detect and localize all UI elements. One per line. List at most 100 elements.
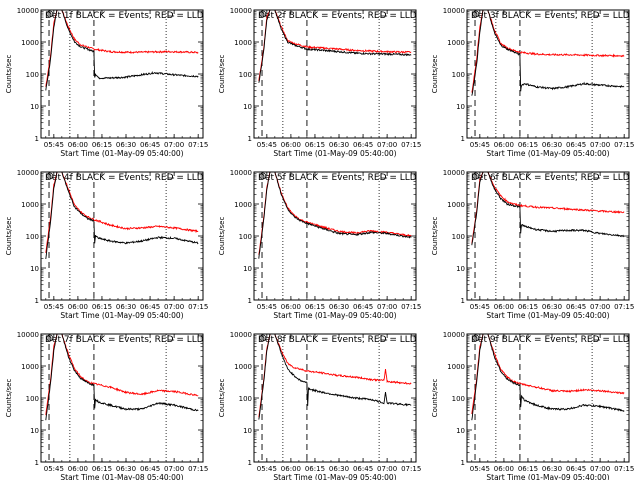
chart-panel-2: Det 2f BLACK = Events, RED = LLD 1 10 100 10… (218, 7, 421, 158)
y-tick-label: 10 (243, 427, 252, 435)
y-tick-label: 10000 (443, 7, 465, 15)
x-tick-label: 05:45 (44, 303, 64, 311)
x-tick-label: 07:15 (401, 141, 421, 149)
x-tick-label: 06:45 (140, 303, 160, 311)
y-tick-label: 10000 (17, 331, 39, 339)
plot-frame (40, 9, 204, 139)
x-tick-label: 06:00 (281, 303, 301, 311)
y-axis-label: Counts/sec (5, 379, 13, 418)
y-tick-label: 1 (248, 135, 252, 143)
x-tick-label: 07:00 (164, 141, 184, 149)
x-tick-label: 07:15 (614, 465, 634, 473)
y-tick-label: 10000 (443, 169, 465, 177)
chart-title: Det 4f BLACK = Events, RED = LLD (45, 173, 204, 183)
x-tick-label: 06:45 (353, 465, 373, 473)
series-line-lld (471, 9, 625, 93)
series-line-events (471, 171, 625, 246)
bracket-marker (167, 335, 175, 341)
x-tick-label: 06:00 (281, 141, 301, 149)
start-circle-marker (259, 334, 267, 342)
y-tick-label: 10 (30, 427, 39, 435)
bracket-marker (167, 173, 175, 179)
bracket-marker (380, 335, 388, 341)
y-tick-label: 1000 (21, 363, 39, 371)
y-tick-label: 100 (26, 233, 39, 241)
x-tick-label: 07:00 (377, 303, 397, 311)
chart-panel-6: Det 6f BLACK = Events, RED = LLD 1 10 100 10… (431, 169, 634, 320)
chart-panel-9: Det 9f BLACK = Events, RED = LLD 1 10 100 10… (431, 331, 634, 480)
x-tick-label: 05:45 (44, 141, 64, 149)
x-tick-label: 06:30 (329, 141, 349, 149)
y-tick-label: 10000 (17, 169, 39, 177)
start-circle-marker (259, 172, 267, 180)
y-tick-label: 10 (456, 265, 465, 273)
y-tick-label: 100 (452, 395, 465, 403)
x-tick-label: 06:15 (305, 465, 325, 473)
bracket-marker (593, 173, 601, 179)
x-tick-label: 06:45 (566, 465, 586, 473)
x-tick-label: 05:45 (470, 465, 490, 473)
x-axis-label: Start Time (01-May-09 05:40:00) (273, 473, 396, 480)
x-axis-label: Start Time (01-May-09 05:40:00) (273, 149, 396, 158)
y-tick-label: 10 (456, 103, 465, 111)
y-tick-label: 10000 (230, 331, 252, 339)
chart-title: Det 1f BLACK = Events, RED = LLD (45, 11, 204, 21)
plot-frame (253, 171, 417, 301)
chart-panel-5: Det 5f BLACK = Events, RED = LLD 1 10 100 10… (218, 169, 421, 320)
x-tick-label: 06:00 (494, 303, 514, 311)
x-tick-label: 06:30 (329, 465, 349, 473)
bracket-marker (380, 173, 388, 179)
x-tick-label: 06:00 (68, 141, 88, 149)
y-axis-label: Counts/sec (5, 55, 13, 94)
y-tick-label: 10 (30, 265, 39, 273)
series-line-events (258, 333, 412, 420)
plot-frame (253, 333, 417, 463)
start-circle-marker (46, 334, 54, 342)
series-line-events (471, 333, 625, 421)
x-tick-label: 06:30 (116, 141, 136, 149)
bracket-marker (593, 11, 601, 17)
x-tick-label: 07:00 (590, 303, 610, 311)
plot-frame (466, 9, 630, 139)
x-tick-label: 07:00 (377, 141, 397, 149)
x-tick-label: 06:45 (353, 303, 373, 311)
x-tick-label: 07:15 (614, 303, 634, 311)
series-line-events (258, 171, 412, 259)
x-tick-label: 06:45 (566, 303, 586, 311)
y-axis-label: Counts/sec (218, 55, 226, 94)
x-tick-label: 07:00 (590, 141, 610, 149)
series-line-lld (45, 171, 199, 253)
series-line-events (45, 333, 199, 421)
y-tick-label: 1 (461, 135, 465, 143)
series-line-lld (258, 9, 412, 81)
chart-panel-1: Det 1f BLACK = Events, RED = LLD 1 10 100 10… (5, 7, 208, 158)
y-tick-label: 1000 (21, 201, 39, 209)
x-tick-label: 06:00 (494, 465, 514, 473)
y-axis-label: Counts/sec (431, 217, 439, 256)
x-tick-label: 06:45 (353, 141, 373, 149)
y-axis-label: Counts/sec (218, 217, 226, 256)
start-circle-marker (472, 10, 480, 18)
y-tick-label: 1 (35, 297, 39, 305)
x-tick-label: 07:00 (590, 465, 610, 473)
y-tick-label: 1 (248, 297, 252, 305)
y-tick-label: 1 (248, 459, 252, 467)
x-tick-label: 06:00 (68, 465, 88, 473)
x-tick-label: 05:45 (470, 303, 490, 311)
y-tick-label: 1000 (234, 201, 252, 209)
x-tick-label: 05:45 (257, 303, 277, 311)
plot-frame (40, 333, 204, 463)
chart-title: Det 9f BLACK = Events, RED = LLD (471, 335, 630, 345)
x-axis-label: Start Time (01-May-09 05:40:00) (273, 311, 396, 320)
series-line-events (471, 9, 625, 96)
x-tick-label: 07:15 (401, 465, 421, 473)
x-axis-label: Start Time (01-May-09 05:40:00) (486, 149, 609, 158)
y-tick-label: 10 (456, 427, 465, 435)
x-tick-label: 06:30 (542, 465, 562, 473)
series-line-lld (45, 9, 199, 87)
x-tick-label: 07:15 (188, 303, 208, 311)
x-tick-label: 06:15 (518, 141, 538, 149)
y-tick-label: 1000 (234, 363, 252, 371)
x-axis-label: Start Time (01-May-09 05:40:00) (486, 473, 609, 480)
